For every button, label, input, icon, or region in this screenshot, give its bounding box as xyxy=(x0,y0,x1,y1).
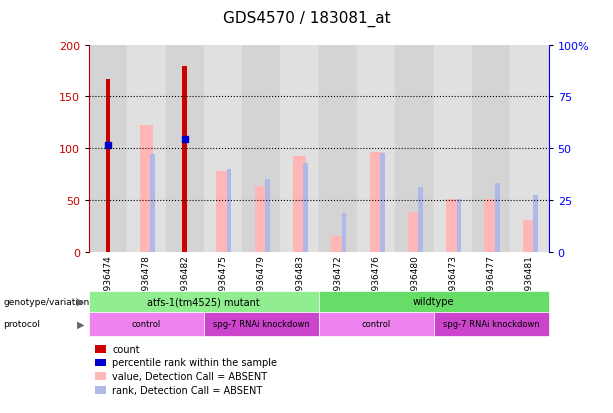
Text: value, Detection Call = ABSENT: value, Detection Call = ABSENT xyxy=(112,371,267,381)
Text: protocol: protocol xyxy=(3,320,40,329)
Bar xyxy=(495,184,500,252)
Bar xyxy=(357,45,395,252)
Bar xyxy=(380,154,385,252)
Bar xyxy=(533,195,538,252)
Bar xyxy=(227,169,232,252)
Bar xyxy=(293,157,306,252)
Text: percentile rank within the sample: percentile rank within the sample xyxy=(112,358,277,368)
Text: count: count xyxy=(112,344,140,354)
Text: ▶: ▶ xyxy=(77,297,84,306)
Bar xyxy=(254,187,268,252)
Bar xyxy=(242,45,281,252)
Bar xyxy=(128,45,166,252)
Bar xyxy=(370,153,383,252)
Text: atfs-1(tm4525) mutant: atfs-1(tm4525) mutant xyxy=(148,297,260,306)
Bar xyxy=(303,163,308,252)
Bar xyxy=(89,45,128,252)
Bar xyxy=(457,199,462,252)
Bar xyxy=(319,45,357,252)
Bar xyxy=(281,45,319,252)
Bar xyxy=(472,45,510,252)
Bar xyxy=(331,236,345,252)
Bar xyxy=(183,67,187,252)
Bar xyxy=(204,45,242,252)
Bar xyxy=(434,45,472,252)
Text: genotype/variation: genotype/variation xyxy=(3,297,89,306)
Text: spg-7 RNAi knockdown: spg-7 RNAi knockdown xyxy=(213,320,310,329)
Text: control: control xyxy=(132,320,161,329)
Bar xyxy=(216,171,230,252)
Bar xyxy=(105,79,110,252)
Bar xyxy=(140,126,153,252)
Bar xyxy=(523,221,536,252)
Bar xyxy=(341,214,346,252)
Text: wildtype: wildtype xyxy=(413,297,454,306)
Text: ▶: ▶ xyxy=(77,319,84,329)
Bar xyxy=(166,45,204,252)
Bar xyxy=(150,155,154,252)
Text: rank, Detection Call = ABSENT: rank, Detection Call = ABSENT xyxy=(112,385,262,395)
Bar xyxy=(265,180,270,252)
Text: control: control xyxy=(362,320,391,329)
Bar xyxy=(510,45,549,252)
Bar xyxy=(419,188,423,252)
Text: spg-7 RNAi knockdown: spg-7 RNAi knockdown xyxy=(443,320,539,329)
Bar xyxy=(408,213,421,252)
Bar xyxy=(484,199,498,252)
Bar xyxy=(446,199,460,252)
Bar xyxy=(395,45,434,252)
Text: GDS4570 / 183081_at: GDS4570 / 183081_at xyxy=(223,10,390,26)
